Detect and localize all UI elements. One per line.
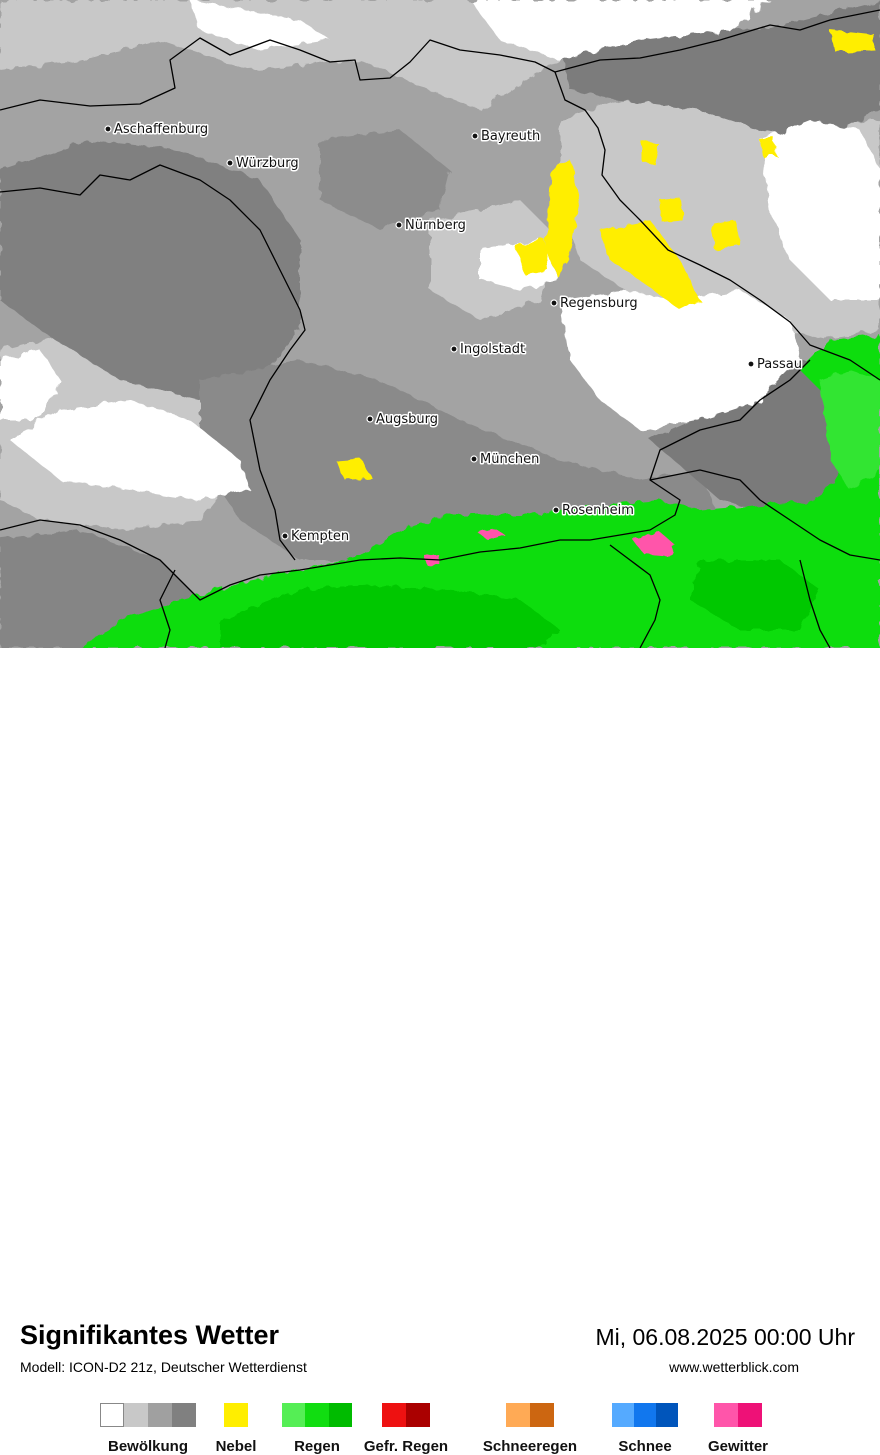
weather-map: Aschaffenburg Würzburg Bayreuth Nürnberg Reg…: [0, 0, 880, 648]
legend-swatch: [305, 1403, 329, 1427]
legend-swatch: [656, 1403, 678, 1427]
city-marker: Passau: [747, 356, 803, 374]
city-dot: [226, 159, 234, 167]
legend-swatches: [700, 1403, 776, 1427]
city-marker: Regensburg: [550, 295, 639, 313]
legend-item: Gefr. Regen: [356, 1403, 456, 1455]
legend-swatch: [282, 1403, 306, 1427]
city-label: Bayreuth: [481, 129, 540, 144]
legend-swatches: [100, 1403, 196, 1427]
legend-swatch: [148, 1403, 172, 1427]
city-marker: Rosenheim: [552, 502, 635, 520]
city-label: München: [480, 452, 539, 467]
city-dot: [281, 532, 289, 540]
legend-swatch: [530, 1403, 554, 1427]
legend-swatch: [634, 1403, 656, 1427]
city-dot: [747, 360, 755, 368]
legend-label: Bewölkung: [107, 1438, 188, 1455]
website-link[interactable]: www.wetterblick.com: [669, 1359, 799, 1375]
city-layer: Aschaffenburg Würzburg Bayreuth Nürnberg Reg…: [104, 121, 803, 546]
map-title: Signifikantes Wetter: [20, 1320, 280, 1350]
legend-item: Nebel: [208, 1403, 264, 1455]
legend-item: Schnee: [612, 1403, 678, 1455]
legend-swatches: [356, 1403, 456, 1427]
city-label: Augsburg: [376, 412, 438, 427]
legend-swatch: [738, 1403, 762, 1427]
country-borders: [0, 9, 880, 648]
city-marker: Aschaffenburg: [104, 121, 210, 139]
legend-swatches: [470, 1403, 590, 1427]
city-label: Regensburg: [560, 296, 638, 311]
forecast-datetime: Mi, 06.08.2025 00:00 Uhr: [595, 1324, 855, 1350]
legend-item: Regen: [282, 1403, 352, 1455]
legend-item: Gewitter: [700, 1403, 776, 1455]
legend-swatch: [714, 1403, 738, 1427]
city-marker: München: [470, 451, 541, 469]
city-dot: [471, 132, 479, 140]
legend-swatch: [328, 1403, 352, 1427]
city-dot: [395, 221, 403, 229]
city-marker: Ingolstadt: [450, 341, 527, 359]
legend-swatch: [406, 1403, 430, 1427]
legend-label: Nebel: [215, 1438, 257, 1455]
city-marker: Kempten: [281, 528, 351, 546]
legend-swatches: [282, 1403, 352, 1427]
legend-swatch: [172, 1403, 196, 1427]
legend-label: Schneeregen: [482, 1438, 578, 1455]
weather-layers: [0, 0, 880, 648]
city-label: Würzburg: [236, 156, 299, 171]
legend-swatch: [612, 1403, 634, 1427]
city-marker: Würzburg: [226, 155, 300, 173]
legend-item: Bewölkung: [100, 1403, 196, 1455]
legend-swatch: [100, 1403, 124, 1427]
legend-label: Gewitter: [707, 1438, 768, 1455]
legend-swatch: [224, 1403, 248, 1427]
city-dot: [104, 125, 112, 133]
city-label: Rosenheim: [562, 503, 634, 518]
city-dot: [450, 345, 458, 353]
city-marker: Nürnberg: [395, 217, 467, 235]
city-dot: [552, 506, 560, 514]
legend-item: Schneeregen: [470, 1403, 590, 1455]
city-marker: Bayreuth: [471, 128, 542, 146]
city-label: Passau: [757, 357, 802, 372]
legend-swatch: [382, 1403, 406, 1427]
city-label: Kempten: [291, 529, 349, 544]
city-dot: [550, 299, 558, 307]
footer: Signifikantes Wetter Modell: ICON-D2 21z…: [0, 648, 880, 1455]
legend-label: Gefr. Regen: [363, 1438, 449, 1455]
legend-label: Schnee: [618, 1438, 672, 1455]
city-label: Nürnberg: [405, 218, 466, 233]
legend-swatch: [124, 1403, 148, 1427]
city-label: Ingolstadt: [460, 342, 525, 357]
legend-swatches: [208, 1403, 264, 1427]
city-label: Aschaffenburg: [114, 122, 208, 137]
model-info: Modell: ICON-D2 21z, Deutscher Wetterdie…: [20, 1359, 307, 1375]
legend-swatch: [506, 1403, 530, 1427]
legend-label: Regen: [294, 1438, 340, 1455]
legend-swatches: [612, 1403, 678, 1427]
city-dot: [366, 415, 374, 423]
city-dot: [470, 455, 478, 463]
city-marker: Augsburg: [366, 411, 440, 429]
